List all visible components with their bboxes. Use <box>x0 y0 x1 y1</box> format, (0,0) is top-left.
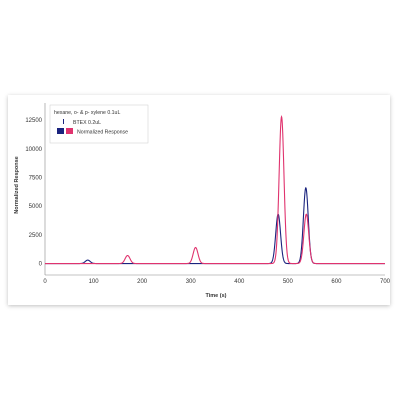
y-tick-label: 12500 <box>25 118 42 124</box>
x-tick-label: 500 <box>283 279 294 285</box>
chromatogram-chart: 0 100 200 300 400 500 600 700 0 2500 5000 7500 10000… <box>14 103 390 299</box>
legend: hexane, o- & p- xylene 0.1uL BTEX 0.2uL … <box>49 104 149 144</box>
y-tick-label: 7500 <box>29 176 43 182</box>
series-lines <box>45 115 385 265</box>
legend-swatch-normalized <box>66 128 73 134</box>
y-tick-label: 5000 <box>29 204 43 210</box>
y-tick-label: 0 <box>39 262 43 268</box>
x-tick-label: 400 <box>234 279 245 285</box>
x-tick-label: 300 <box>186 279 197 285</box>
y-axis-title: Normalized Response <box>14 156 20 213</box>
series-line-0 <box>45 186 385 265</box>
chart-card: 0 100 200 300 400 500 600 700 0 2500 5000 7500 10000… <box>8 95 390 305</box>
x-tick-label: 200 <box>137 279 148 285</box>
x-tick-label: 600 <box>331 279 342 285</box>
legend-label-normalized: Normalized Response <box>77 130 128 136</box>
tick-labels: 0 100 200 300 400 500 600 700 0 2500 5000 7500 10000… <box>25 118 390 285</box>
x-tick-label: 0 <box>43 279 47 285</box>
legend-box <box>49 104 149 144</box>
series-line-1 <box>45 115 385 265</box>
x-axis-title: Time (s) <box>206 293 227 299</box>
legend-label-btex: BTEX 0.2uL <box>73 120 101 126</box>
legend-swatch-btex <box>63 119 64 124</box>
x-tick-label: 700 <box>380 279 390 285</box>
y-tick-label: 2500 <box>29 233 43 239</box>
legend-swatch-btex-fill <box>57 128 64 134</box>
legend-title: hexane, o- & p- xylene 0.1uL <box>54 110 120 116</box>
x-tick-label: 100 <box>89 279 100 285</box>
y-tick-label: 10000 <box>25 147 42 153</box>
axes <box>44 103 385 276</box>
